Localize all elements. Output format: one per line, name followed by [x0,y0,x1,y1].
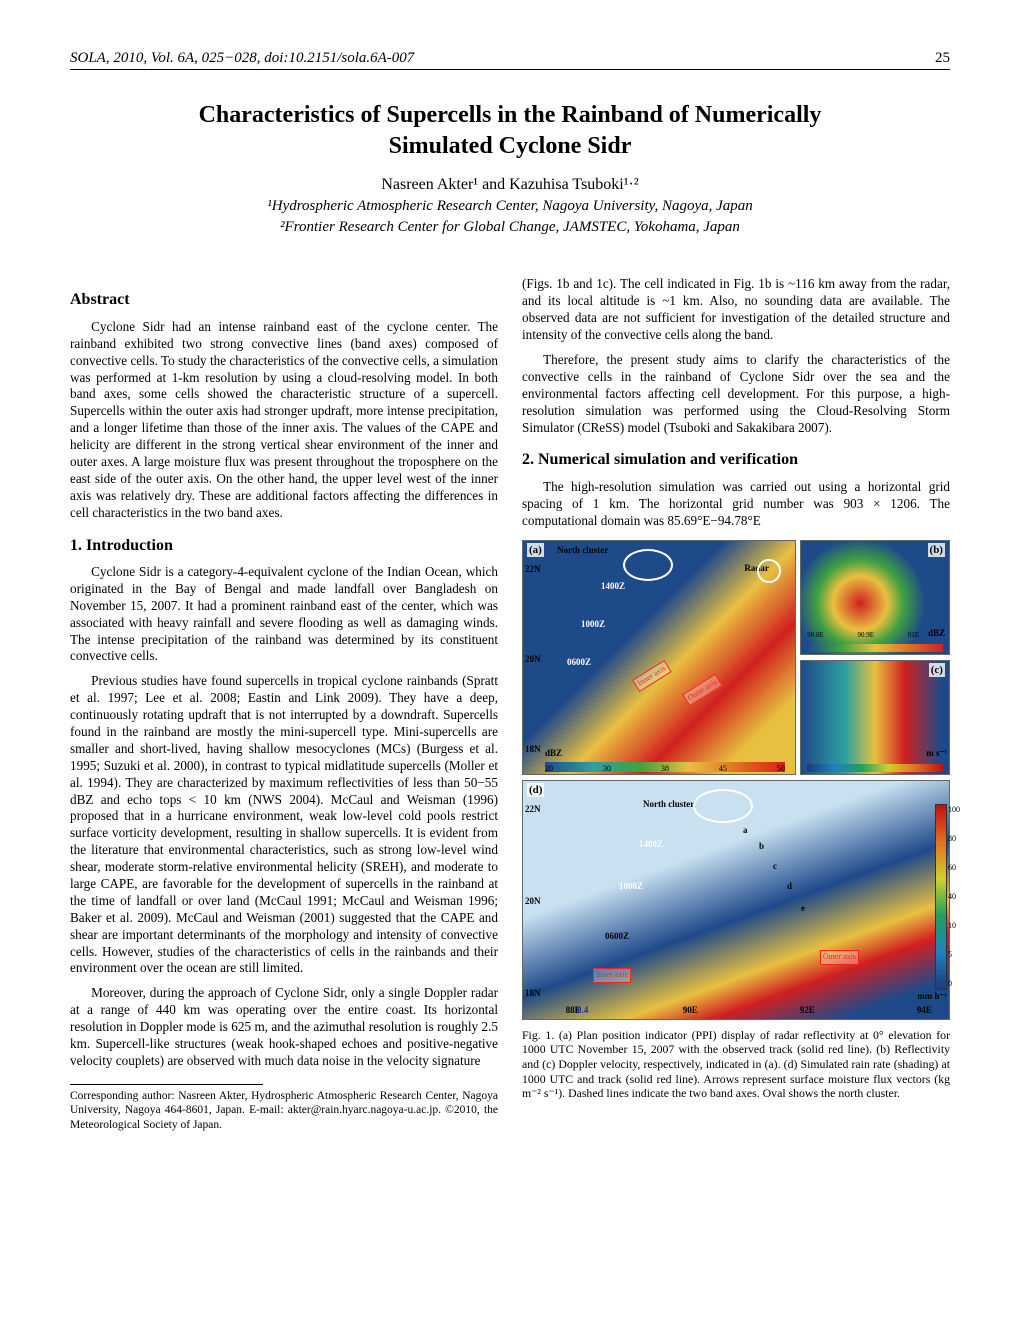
panel-a-label: (a) [527,543,544,557]
panel-d-ytick: 20N [525,896,541,908]
panel-d-label: (d) [527,783,544,797]
panel-d-1400z: 1400Z [639,839,663,851]
section-2-heading: 2. Numerical simulation and verification [522,450,950,470]
panel-d-xtick: 90E [683,1005,698,1017]
affiliation-2: ²Frontier Research Center for Global Cha… [70,219,950,236]
panel-d-ytick: 18N [525,988,541,1000]
panel-a-1000z: 1000Z [581,619,605,631]
panel-d-cbar-tick: 10 [948,921,968,931]
panel-a-dbz-tick: 38 [661,764,669,774]
figure-1-panel-b: (b) dBZ 90.8E 90.9E 91E [800,540,950,655]
panel-d-y-axis: 22N 20N 18N [525,804,541,999]
panel-c-unit: m s⁻¹ [926,748,947,760]
panel-b-lon-tick: 90.8E [807,631,824,640]
panel-a-ytick: 20N [525,654,541,666]
panel-d-rain-unit: mm h⁻¹ [917,991,947,1003]
panel-a-0600z: 0600Z [567,657,591,669]
panel-d-cbar-tick: 100 [948,805,968,815]
panel-d-inner-axis-box: Inner axis [593,968,631,982]
panel-b-label: (b) [928,543,945,557]
panel-d-cbar-tick: 5 [948,950,968,960]
section-1-heading: 1. Introduction [70,536,498,556]
intro-para-2: Previous studies have found supercells i… [70,673,498,977]
panel-a-north-cluster: North cluster [557,545,608,557]
panel-d-cbar-tick: 0 [948,979,968,989]
panel-d-north-cluster: North cluster [643,799,694,811]
abstract-heading: Abstract [70,290,498,310]
figure-1: (a) North cluster Radar 1400Z 1000Z 0600… [522,540,950,1102]
figure-1-panel-d: (d) North cluster 1400Z 1000Z 0600Z Inne… [522,780,950,1020]
panel-b-lon-tick: 90.9E [857,631,874,640]
panel-a-cluster-oval [623,549,673,581]
panel-d-cbar-tick: 80 [948,834,968,844]
intro-continuation-1: (Figs. 1b and 1c). The cell indicated in… [522,276,950,344]
panel-a-dbz-tick: 20 [545,764,553,774]
figure-1-panels: (a) North cluster Radar 1400Z 1000Z 0600… [522,540,950,1020]
panel-a-dbz-tick: 45 [719,764,727,774]
panel-b-colorbar [807,644,943,652]
panel-d-cell-c: c [773,861,777,873]
panel-d-cell-d: d [787,881,792,893]
page: SOLA, 2010, Vol. 6A, 025−028, doi:10.215… [0,0,1020,1320]
panel-d-outer-axis-box: Outer axis [820,950,859,964]
panel-d-cell-b: b [759,841,764,853]
panel-d-cell-e: e [801,903,805,915]
figure-1-caption: Fig. 1. (a) Plan position indicator (PPI… [522,1028,950,1102]
panel-d-cluster-oval [693,789,753,823]
left-column: Abstract Cyclone Sidr had an intense rai… [70,276,498,1132]
intro-continuation-2: Therefore, the present study aims to cla… [522,352,950,436]
panel-a-radar-circle [757,559,781,583]
corresponding-author-footnote: Corresponding author: Nasreen Akter, Hyd… [70,1089,498,1132]
panel-a-dbz-tick: 50 [777,764,785,774]
panel-a-dbz-tick: 30 [603,764,611,774]
paper-title: Characteristics of Supercells in the Rai… [150,100,870,162]
panel-a-y-axis: 22N 20N 18N [525,564,541,755]
panel-d-vec-scale: 0.4 [577,1005,588,1017]
panel-c-label: (c) [929,663,945,677]
panel-d-rain-colorbar: 100 80 60 40 10 5 0 [935,804,947,990]
abstract-text: Cyclone Sidr had an intense rainband eas… [70,319,498,522]
panel-d-xtick: 94E [917,1005,932,1017]
affiliation-1: ¹Hydrospheric Atmospheric Research Cente… [70,198,950,215]
right-column: (Figs. 1b and 1c). The cell indicated in… [522,276,950,1132]
panel-a-ytick: 18N [525,744,541,756]
figure-1-panel-c: (c) m s⁻¹ [800,660,950,775]
authors: Nasreen Akter¹ and Kazuhisa Tsuboki¹·² [70,176,950,194]
panel-a-1400z: 1400Z [601,581,625,593]
panel-d-xtick: 92E [800,1005,815,1017]
figure-1-panel-a: (a) North cluster Radar 1400Z 1000Z 0600… [522,540,796,775]
footnote-separator [70,1084,263,1085]
panel-d-1000z: 1000Z [619,881,643,893]
panel-d-cbar-tick: 40 [948,892,968,902]
intro-para-1: Cyclone Sidr is a category-4-equivalent … [70,564,498,665]
panel-c-colorbar [807,764,943,772]
panel-a-dbz-label: dBZ [545,748,562,760]
journal-ref: SOLA, 2010, Vol. 6A, 025−028, doi:10.215… [70,50,414,67]
panel-d-ytick: 22N [525,804,541,816]
page-number: 25 [935,50,950,67]
intro-para-3: Moreover, during the approach of Cyclone… [70,985,498,1069]
panel-d-cbar-ticks: 100 80 60 40 10 5 0 [948,805,968,989]
panel-b-lon-tick: 91E [908,631,919,640]
two-column-body: Abstract Cyclone Sidr had an intense rai… [70,276,950,1132]
panel-d-x-axis: 88E 90E 92E 94E [566,1005,932,1017]
panel-b-dbz-label: dBZ [928,628,945,640]
panel-d-0600z: 0600Z [605,931,629,943]
running-head: SOLA, 2010, Vol. 6A, 025−028, doi:10.215… [70,50,950,70]
sec2-para-1: The high-resolution simulation was carri… [522,479,950,530]
panel-d-cell-a: a [743,825,748,837]
panel-d-cbar-tick: 60 [948,863,968,873]
panel-a-ytick: 22N [525,564,541,576]
